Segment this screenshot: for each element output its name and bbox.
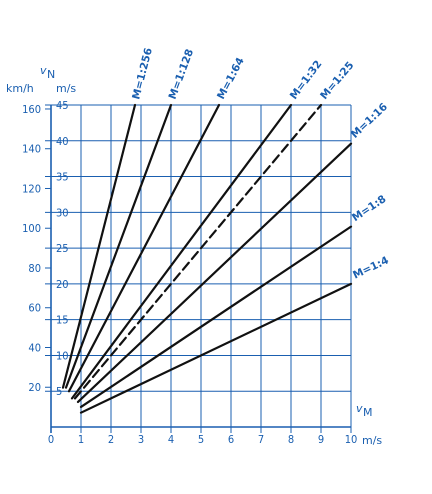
series-label: M=1:8 [350,193,388,224]
y-ms-tick-label: 10 [56,349,69,362]
y-kmh-tick-label: 20 [28,381,41,394]
series-line [79,282,353,414]
y-ms-tick-label: 30 [56,206,69,219]
x-tick-label: 6 [228,433,234,446]
x-axis-unit: m/s [362,434,382,447]
x-axis-subscript: M [363,406,373,419]
y-ms-tick-label: 40 [56,135,69,148]
series-label: M=1:64 [215,56,247,102]
series-label: M=1:4 [351,254,391,281]
series-line [61,103,137,389]
tick-labels: 0 1 2 3 4 5 6 7 8 9 102040608010012014016051015202… [22,99,357,446]
axis-titles: v N km/h m/s v M m/s [6,64,382,447]
series-label: M=1:16 [349,101,390,141]
series-line [79,225,353,409]
y-axis-kmh-unit: km/h [6,82,34,95]
series-line [70,103,293,400]
series-label: M=1:128 [167,47,197,101]
series-line [76,142,353,404]
y-kmh-tick-label: 40 [28,341,41,354]
y-ms-tick-label: 45 [56,99,69,112]
series-labels: M=1:256 M=1:128 M=1:64 M=1:32M=1:25M=1:16M=… [130,47,390,282]
series-lines [61,103,353,414]
y-kmh-tick-label: 120 [22,182,41,195]
y-kmh-tick-label: 140 [22,143,41,156]
x-tick-label: 1 [78,433,84,446]
x-tick-label: 10 [345,433,358,446]
y-ms-tick-label: 20 [56,278,69,291]
y-kmh-tick-label: 80 [28,262,41,275]
x-tick-label: 7 [258,433,264,446]
x-tick-label: 5 [198,433,204,446]
series-line [64,103,173,389]
y-ms-tick-label: 25 [56,242,69,255]
x-tick-label: 9 [318,433,324,446]
x-tick-label: 8 [288,433,294,446]
x-axis-symbol: v [356,402,363,415]
y-axis-symbol: v [40,64,47,77]
x-tick-label: 0 [48,433,54,446]
y-ms-tick-label: 15 [56,314,69,327]
series-label: M=1:256 [130,47,155,101]
series-line [73,103,323,400]
y-kmh-tick-label: 60 [28,302,41,315]
x-tick-label: 2 [108,433,114,446]
y-ms-tick-label: 5 [56,385,62,398]
series-line [67,103,221,393]
y-ms-tick-label: 35 [56,171,69,184]
x-tick-label: 4 [168,433,174,446]
x-tick-label: 3 [138,433,144,446]
y-axis-ms-unit: m/s [56,82,76,95]
y-kmh-tick-label: 160 [22,103,41,116]
y-kmh-tick-label: 100 [22,222,41,235]
y-axis-subscript: N [47,68,55,81]
grid [45,104,352,433]
